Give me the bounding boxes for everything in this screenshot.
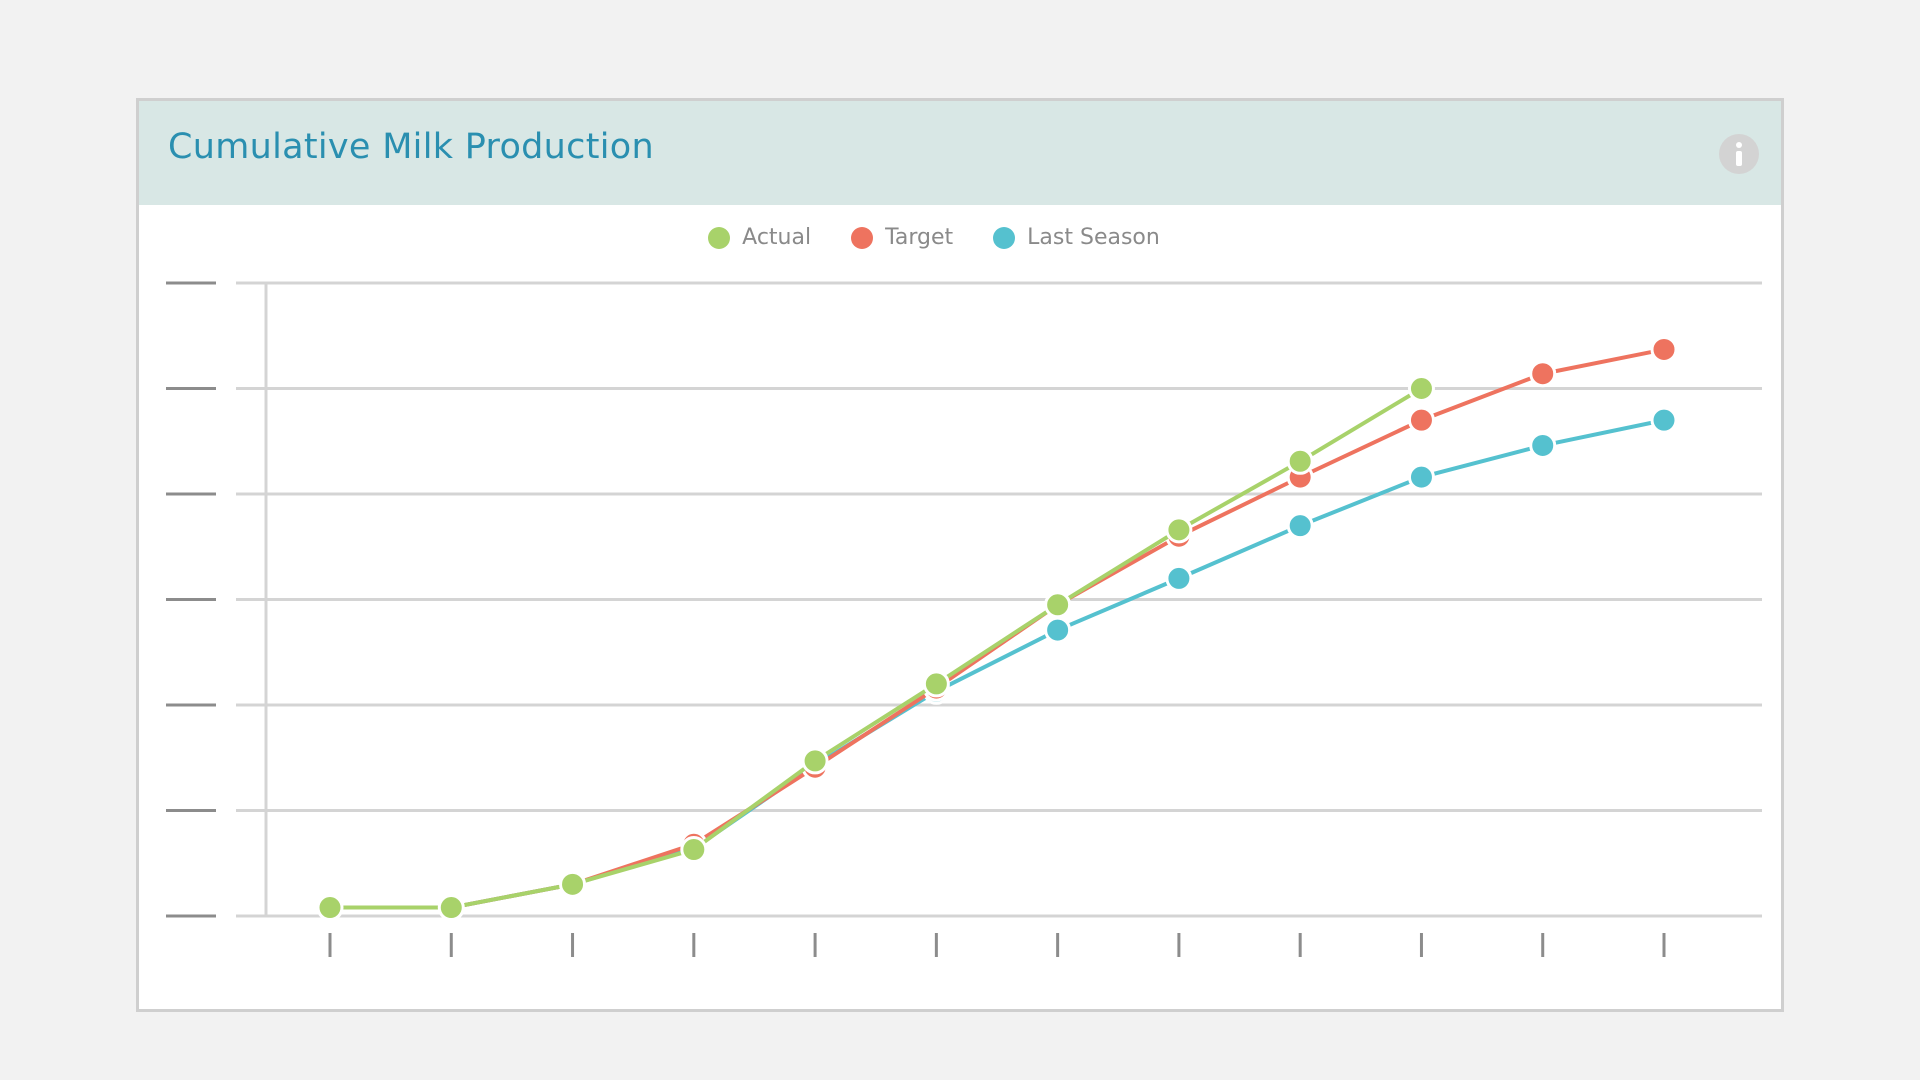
data-point-last-season-7	[1044, 616, 1072, 644]
chart-card: Cumulative Milk Production Actual Target…	[136, 98, 1784, 1012]
data-point-target-10	[1407, 406, 1435, 434]
legend-swatch-target	[851, 226, 874, 249]
legend-item-target[interactable]: Target	[851, 225, 965, 250]
line-chart	[166, 281, 1762, 957]
data-point-target-12	[1650, 335, 1678, 363]
legend-swatch-last-season	[993, 226, 1016, 249]
data-point-last-season-9	[1286, 512, 1314, 540]
info-icon[interactable]	[1719, 134, 1759, 174]
legend-label-last-season: Last Season	[1027, 225, 1160, 250]
series-line-actual	[330, 386, 1423, 910]
legend-item-last-season[interactable]: Last Season	[993, 225, 1172, 250]
data-point-actual-6	[922, 670, 950, 698]
legend-item-actual[interactable]: Actual	[708, 225, 823, 250]
legend-label-actual: Actual	[742, 225, 812, 250]
data-point-actual-1	[316, 894, 344, 922]
data-point-last-season-8	[1165, 564, 1193, 592]
legend-label-target: Target	[885, 225, 954, 250]
data-point-actual-10	[1407, 375, 1435, 402]
data-point-actual-3	[559, 870, 587, 898]
data-point-actual-2	[437, 894, 465, 922]
data-point-last-season-11	[1529, 431, 1557, 459]
data-point-last-season-10	[1407, 463, 1435, 491]
data-point-actual-4	[680, 836, 708, 864]
data-point-target-11	[1529, 360, 1557, 388]
data-point-actual-9	[1286, 447, 1314, 475]
data-point-actual-5	[801, 747, 829, 775]
legend-swatch-actual	[708, 226, 731, 249]
chart-legend: Actual Target Last Season	[139, 225, 1781, 250]
data-point-actual-7	[1044, 591, 1072, 619]
data-point-last-season-12	[1650, 406, 1678, 434]
card-header: Cumulative Milk Production	[139, 101, 1781, 205]
chart-title: Cumulative Milk Production	[168, 127, 654, 167]
data-point-actual-8	[1165, 516, 1193, 544]
series-line-target	[330, 347, 1665, 910]
